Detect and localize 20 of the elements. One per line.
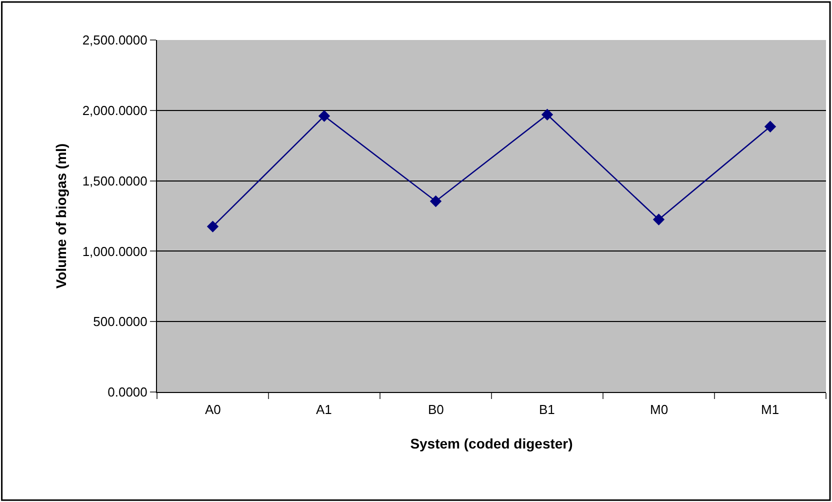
point	[206, 220, 219, 232]
x-tick-label: B0	[428, 402, 444, 417]
x-axis-title: System (coded digester)	[410, 436, 573, 452]
point	[541, 108, 554, 120]
point	[318, 110, 330, 122]
y-tick-label: 500.0000	[93, 314, 148, 330]
x-tick-label: A1	[316, 402, 332, 417]
x-tick-label: A0	[205, 402, 221, 417]
y-tick-label: 0.0000	[108, 384, 148, 400]
point	[652, 214, 665, 226]
x-tick-label: M0	[650, 402, 668, 417]
y-axis-title: Volume of biogas (ml)	[52, 143, 69, 289]
x-tick-label: B1	[539, 402, 555, 417]
y-tick-label: 2,000.0000	[82, 102, 148, 118]
x-tick-label: M1	[761, 402, 780, 417]
y-tick-label: 1,000.0000	[82, 244, 148, 259]
y-tick-label: 1,500.0000	[82, 173, 148, 188]
point	[430, 195, 442, 208]
point	[764, 120, 776, 132]
y-tick-label: 2,500.0000	[82, 32, 148, 48]
